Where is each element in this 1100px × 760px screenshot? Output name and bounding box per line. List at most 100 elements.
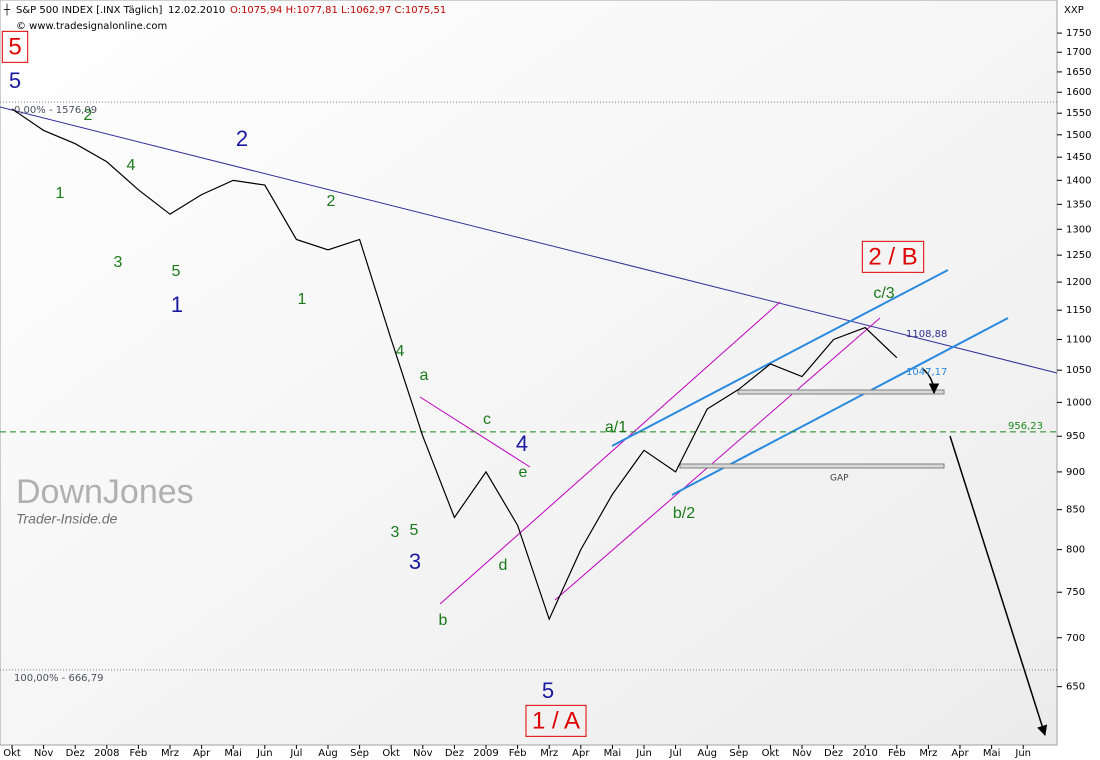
y-tick-label: 1450 [1066,152,1091,163]
x-tick-label: Nov [34,748,54,759]
y-tick-label: 700 [1066,633,1085,644]
label-box [861,240,925,273]
header-ohlc: O:1075,94 H:1077,81 L:1062,97 C:1075,51 [230,5,446,16]
x-tick-label: Sep [729,748,748,759]
x-tick-label: Mai [604,748,622,759]
wave-label: 5 [172,263,181,280]
channel-line [439,301,781,605]
x-tick-label: Okt [762,748,780,759]
y-tick-label: 950 [1066,431,1085,442]
header-title: S&P 500 INDEX [.INX Täglich] [16,5,162,16]
x-tick-label: Jul [289,748,302,759]
x-tick-label: Apr [193,748,211,759]
wave-label: 2 [236,126,248,151]
trendline-blue [611,269,949,447]
x-tick-label: Jul [669,748,682,759]
x-tick-label: Mai [224,748,242,759]
wave-label: 1 [56,185,65,202]
header-date: 12.02.2010 [168,5,225,16]
y-tick-label: 1000 [1066,397,1091,408]
wave-label: 4 [396,343,405,360]
y-tick-label: 1200 [1066,277,1091,288]
wave-label: a [420,367,429,384]
label-box [1,30,29,63]
watermark-subtitle: Trader-Inside.de [16,511,118,527]
x-tick-label: Jun [1014,748,1031,759]
x-tick-label: 2009 [473,748,498,759]
wave-label: 3 [114,254,123,271]
x-tick-label: Sep [350,748,369,759]
y-tick-label: 1050 [1066,365,1091,376]
x-tick-label: Okt [382,748,400,759]
channel-line [554,317,881,601]
x-tick-label: Mrz [540,748,558,759]
y-tick-label: 1350 [1066,199,1091,210]
x-tick-label: Apr [951,748,969,759]
price-line [11,108,898,621]
y-axis-label: XXP [1064,5,1084,16]
x-tick-label: Aug [318,748,338,759]
level-label: 1047,17 [906,367,947,378]
x-tick-label: Dez [824,748,843,759]
wave-label: 4 [127,157,136,174]
x-tick-label: Jun [256,748,273,759]
plot-area [0,0,1058,746]
x-tick-label: Dez [66,748,85,759]
y-tick-label: 850 [1066,505,1085,516]
reference-label: 0,00% - 1576,09 [14,105,97,116]
gap-box [679,463,945,469]
x-tick-label: Feb [509,748,527,759]
wave-label: 5 [9,68,21,93]
x-tick-label: Apr [572,748,590,759]
wave-label: 2 [327,193,336,210]
y-tick-label: 800 [1066,545,1085,556]
y-tick-label: 1650 [1066,67,1091,78]
wave-label: b/2 [673,505,695,522]
level-label: 1108,88 [906,329,947,340]
wave-label: a/1 [605,419,627,436]
wave-label: c/3 [873,285,894,302]
x-tick-label: Mrz [919,748,937,759]
x-tick-label: Feb [888,748,906,759]
header-copyright: © www.tradesignalonline.com [16,21,167,32]
wave-label: 1 [171,292,183,317]
arrow [949,435,1048,737]
x-tick-label: Mrz [161,748,179,759]
x-tick-label: Jun [635,748,652,759]
y-tick-label: 1250 [1066,250,1091,261]
x-tick-label: Nov [413,748,433,759]
wave-label: e [519,464,528,481]
y-tick-label: 1700 [1066,47,1091,58]
wave-label: 3 [409,549,421,574]
y-tick-label: 1300 [1066,224,1091,235]
y-tick-label: 750 [1066,587,1085,598]
reference-label: 956,23 [1008,421,1043,432]
wave-label: d [499,557,508,574]
y-tick-label: 1100 [1066,334,1091,345]
reference-label: 100,00% - 666,79 [14,673,103,684]
y-tick-label: 1750 [1066,28,1091,39]
y-tick-label: 1600 [1066,87,1091,98]
arrow [921,367,940,395]
x-tick-label: 2008 [94,748,119,759]
wave-label: 2 [84,107,93,124]
wave-label: 3 [391,524,400,541]
y-tick-label: 1150 [1066,305,1091,316]
trendlines [0,106,1058,737]
y-tick-label: 1400 [1066,175,1091,186]
wave-label: c [483,411,491,428]
wave-label: 5 [8,33,21,60]
gap-label: GAP [830,474,849,484]
x-tick-label: Feb [130,748,148,759]
gap-box [737,389,945,395]
x-tick-label: Aug [697,748,717,759]
x-tick-label: Dez [445,748,464,759]
y-tick-label: 650 [1066,682,1085,693]
wave-label: 2 / B [868,243,917,270]
y-tick-label: 1500 [1066,130,1091,141]
x-tick-label: Nov [792,748,812,759]
wave-label: 4 [516,431,528,456]
label-box [525,704,587,737]
y-tick-label: 1550 [1066,108,1091,119]
